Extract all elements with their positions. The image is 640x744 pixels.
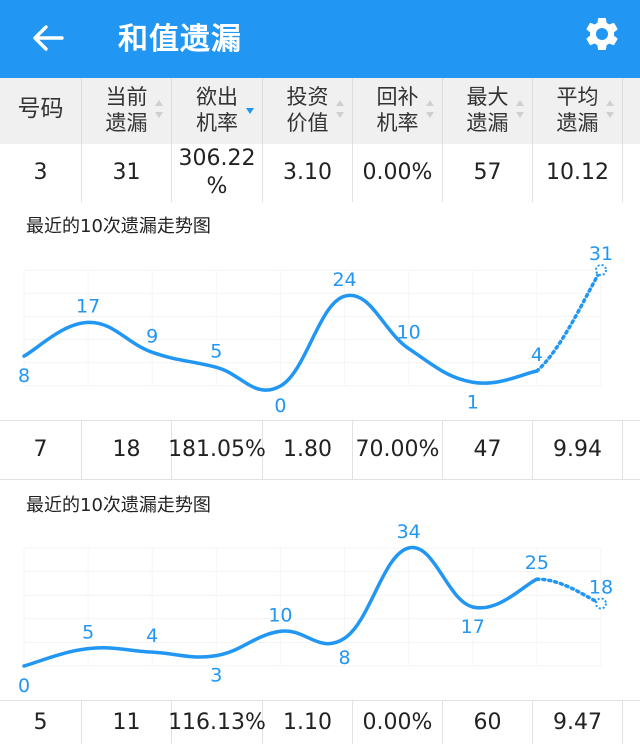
trend-chart: 8 17 9 5 0 24 10 1 4 31 (18, 243, 613, 417)
col-header-recover-rate[interactable]: 回补 机率 (353, 78, 443, 144)
point-label: 4 (531, 344, 543, 366)
divider (0, 700, 640, 701)
col-header-label: 回补 (376, 85, 419, 109)
point-label: 17 (461, 616, 485, 638)
col-header-label: 欲出 (196, 85, 238, 109)
sort-icon (606, 100, 614, 122)
cell-recover-rate: 70.00% (353, 421, 443, 479)
col-header-number[interactable]: 号码 (0, 78, 82, 144)
col-header-average-miss[interactable]: 平均 遗漏 (533, 78, 623, 144)
cell-current-miss: 31 (82, 144, 172, 202)
cell-number: 3 (0, 144, 82, 202)
trend-line-projection (535, 268, 603, 373)
cell-max-miss: 47 (443, 421, 533, 479)
point-label: 0 (18, 675, 30, 697)
col-header-current-miss[interactable]: 当前 遗漏 (82, 78, 172, 144)
cell-average-miss: 9.47 (533, 701, 623, 744)
gear-icon[interactable] (582, 14, 622, 54)
point-label: 0 (274, 395, 286, 417)
col-header-label: 遗漏 (466, 111, 509, 135)
point-label: 31 (589, 243, 613, 265)
trend-chart: 0 5 4 3 10 8 34 17 25 18 (18, 521, 613, 697)
table-row[interactable]: 3 31 306.22 % 3.10 0.00% 57 10.12 (0, 144, 640, 202)
arrow-left-icon[interactable] (28, 18, 68, 58)
chart-title: 最近的10次遗漏走势图 (26, 216, 211, 237)
col-header-label: 当前 (105, 85, 148, 109)
point-label: 4 (146, 625, 158, 647)
point-label: 10 (397, 322, 421, 344)
point-label: 3 (210, 665, 222, 687)
cell-recover-rate: 0.00% (353, 701, 443, 744)
divider (0, 420, 640, 421)
col-header-label: 机率 (196, 111, 238, 135)
col-header-label: 号码 (17, 96, 64, 122)
point-label: 5 (210, 340, 222, 362)
divider (0, 479, 640, 480)
cell-recover-rate: 0.00% (353, 144, 443, 202)
cell-max-miss: 57 (443, 144, 533, 202)
cell-current-miss: 11 (82, 701, 172, 744)
sort-icon (336, 100, 344, 122)
cell-max-miss: 60 (443, 701, 533, 744)
point-label: 25 (525, 552, 549, 574)
table-row[interactable]: 5 11 116.13% 1.10 0.00% 60 9.47 (0, 701, 640, 744)
cell-number: 7 (0, 421, 82, 479)
point-label: 34 (397, 521, 421, 543)
last-point-marker (595, 597, 607, 610)
col-header-label: 遗漏 (556, 111, 599, 135)
sort-icon (516, 100, 524, 122)
trend-line (22, 293, 539, 392)
sort-icon (155, 100, 163, 122)
cell-investment-value: 1.10 (263, 701, 353, 744)
point-label: 24 (332, 269, 356, 291)
cell-probability: 306.22 % (172, 144, 263, 202)
cell-current-miss: 18 (82, 421, 172, 479)
trend-line (22, 546, 539, 668)
point-label: 18 (589, 577, 613, 599)
cell-average-miss: 9.94 (533, 421, 623, 479)
col-header-label: 平均 (556, 85, 599, 109)
table-row[interactable]: 7 18 181.05% 1.80 70.00% 47 9.94 (0, 421, 640, 479)
col-header-probability[interactable]: 欲出 机率 (172, 78, 263, 144)
col-header-label: 遗漏 (105, 111, 148, 135)
cell-probability: 116.13% (168, 701, 266, 744)
point-label: 8 (339, 647, 351, 669)
last-point-marker (595, 264, 607, 276)
point-label: 1 (467, 391, 479, 413)
point-label: 10 (268, 604, 292, 626)
col-header-max-miss[interactable]: 最大 遗漏 (443, 78, 533, 144)
page-title: 和值遗漏 (118, 22, 242, 57)
cell-investment-value: 3.10 (263, 144, 353, 202)
point-label: 17 (76, 295, 100, 317)
col-header-investment-value[interactable]: 投资 价值 (263, 78, 353, 144)
point-label: 8 (18, 365, 30, 387)
cell-average-miss: 10.12 (533, 144, 623, 202)
chart-title: 最近的10次遗漏走势图 (26, 495, 211, 516)
col-header-label: 投资 (286, 85, 329, 109)
col-header-label: 机率 (376, 111, 419, 135)
table-header: 号码 当前 遗漏 欲出 机率 投资 价值 回补 机率 最大 遗漏 平均 遗漏 (0, 78, 640, 144)
col-header-label: 最大 (466, 85, 509, 109)
app-bar: 和值遗漏 (0, 0, 640, 78)
cell-probability: 181.05% (168, 421, 266, 479)
cell-investment-value: 1.80 (263, 421, 353, 479)
cell-number: 5 (0, 701, 82, 744)
point-label: 5 (82, 622, 94, 644)
col-header-label: 价值 (286, 111, 329, 135)
sort-desc-icon (246, 108, 254, 130)
sort-icon (426, 100, 434, 122)
point-label: 9 (146, 325, 158, 347)
